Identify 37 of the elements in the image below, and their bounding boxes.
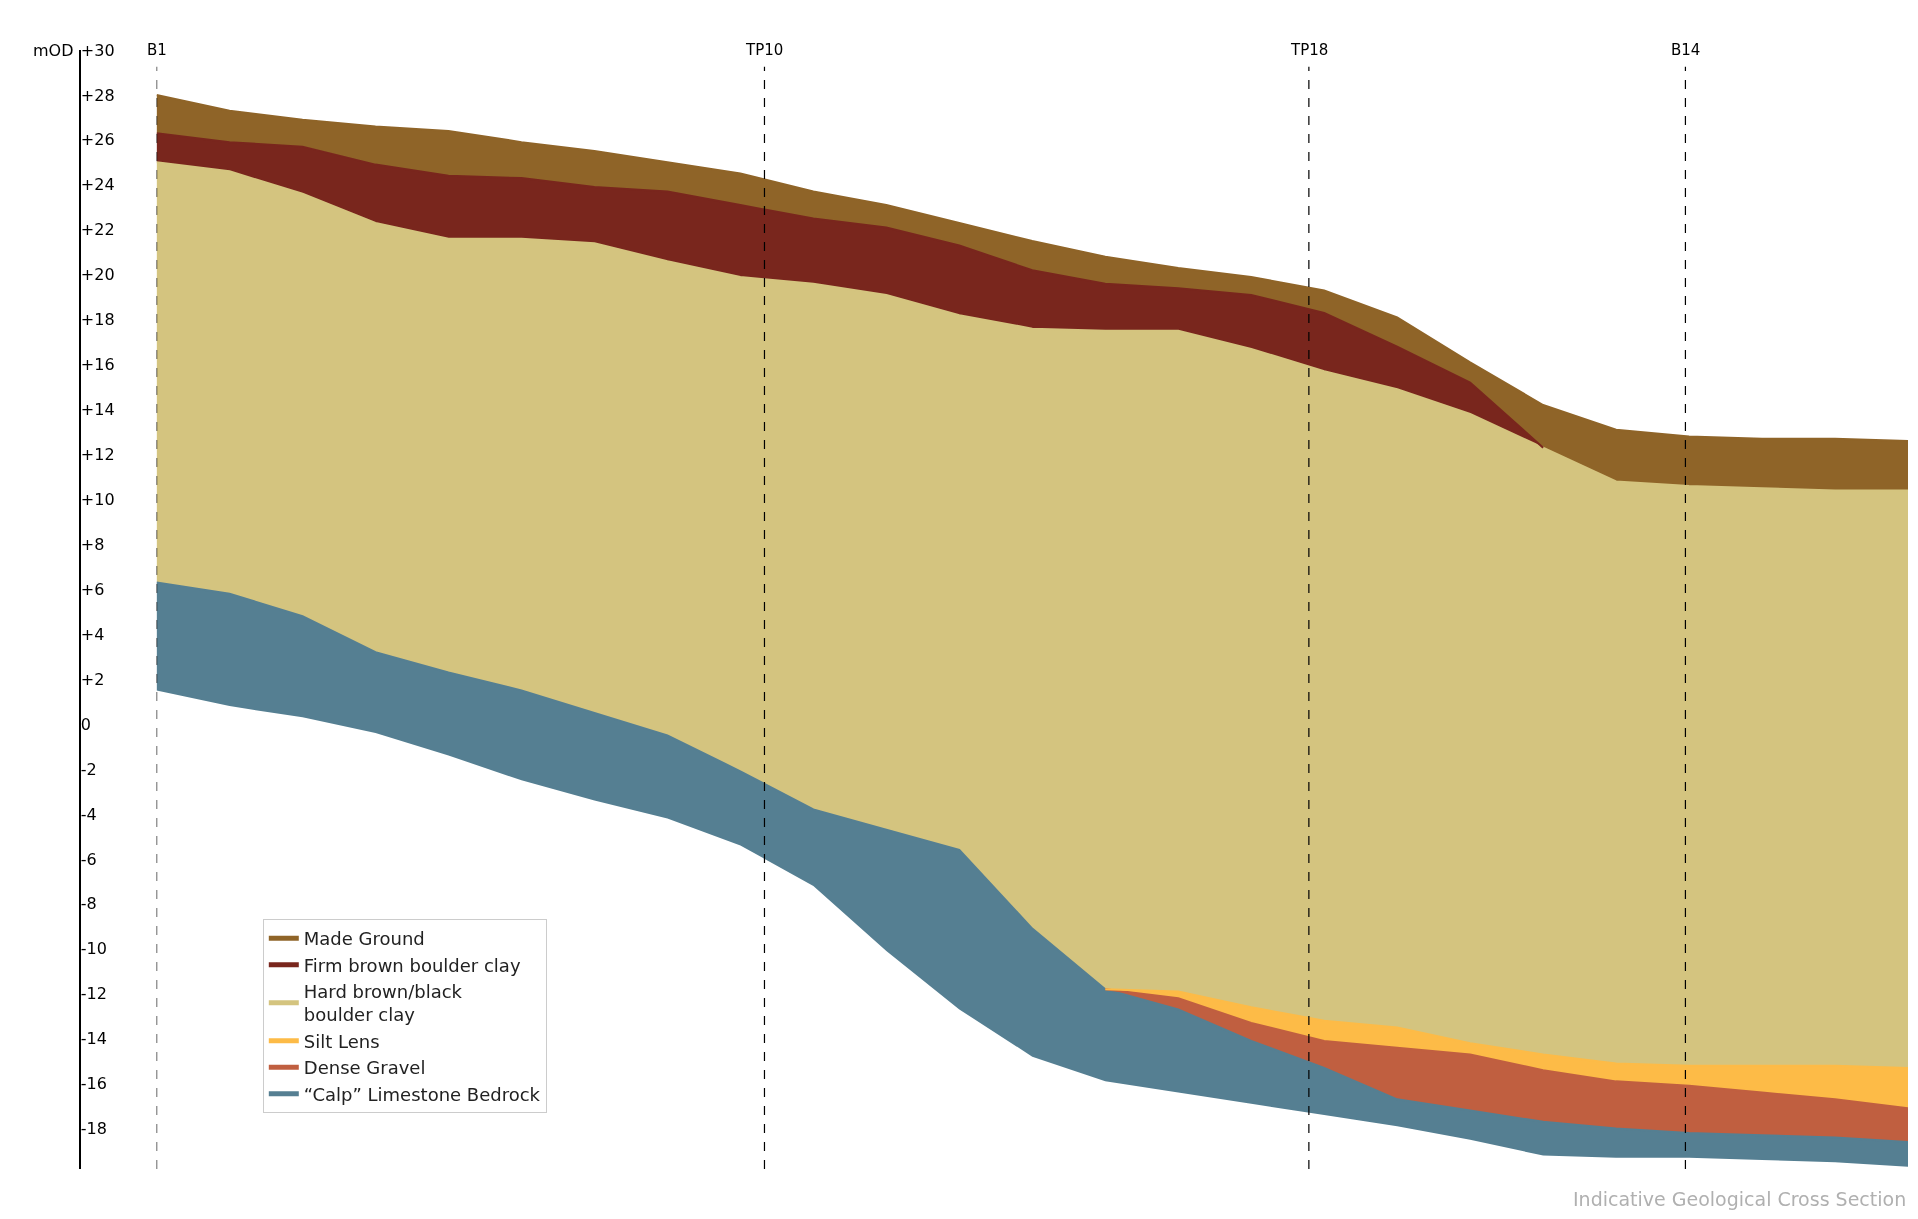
legend-label: “Calp” Limestone Bedrock bbox=[303, 1083, 541, 1105]
y-tick-label: +6 bbox=[80, 579, 105, 599]
y-tick-label: +16 bbox=[80, 355, 115, 375]
y-tick-label: +2 bbox=[80, 669, 105, 689]
y-tick-label: +24 bbox=[80, 175, 115, 195]
y-tick-label: +4 bbox=[80, 624, 105, 644]
y-tick-label: -14 bbox=[80, 1029, 107, 1049]
y-tick-label: +26 bbox=[80, 130, 115, 150]
y-tick-label: -18 bbox=[80, 1119, 107, 1139]
text: Indicative Geological Cross Section bbox=[1573, 1188, 1907, 1210]
annotation: TP18 bbox=[1290, 41, 1329, 59]
y-tick-label: -10 bbox=[80, 939, 107, 959]
legend-label: Silt Lens bbox=[303, 1030, 380, 1052]
y-tick-label: -12 bbox=[80, 984, 107, 1004]
y-tick-label: +10 bbox=[80, 490, 115, 509]
y-tick-label: +20 bbox=[80, 265, 115, 285]
legend-label: Hard brown/black boulder clay bbox=[303, 981, 463, 1026]
y-tick-label: -16 bbox=[80, 1074, 107, 1094]
y-tick-label: +18 bbox=[80, 310, 115, 330]
y-tick-label: -8 bbox=[80, 894, 97, 914]
y-tick-label: +12 bbox=[80, 445, 115, 465]
y-tick-label: +28 bbox=[80, 85, 115, 105]
legend-label: Firm brown boulder clay bbox=[303, 954, 521, 976]
annotation: TP10 bbox=[745, 41, 784, 59]
legend-label: Dense Gravel bbox=[303, 1057, 426, 1079]
y-tick-label: -2 bbox=[80, 759, 97, 779]
annotation: B1 bbox=[147, 41, 167, 59]
y-tick-label: -6 bbox=[80, 849, 97, 869]
y-tick-label: +8 bbox=[80, 534, 105, 554]
y-tick-label: +22 bbox=[80, 220, 115, 240]
y-tick-label: +14 bbox=[80, 400, 115, 420]
annotation: B14 bbox=[1671, 41, 1701, 59]
y-axis-title: mOD bbox=[33, 41, 74, 60]
y-tick-label: +30 bbox=[80, 40, 115, 60]
y-tick-label: -4 bbox=[80, 804, 97, 824]
y-tick-label: 0 bbox=[80, 714, 91, 734]
legend-label: Made Ground bbox=[303, 928, 425, 950]
